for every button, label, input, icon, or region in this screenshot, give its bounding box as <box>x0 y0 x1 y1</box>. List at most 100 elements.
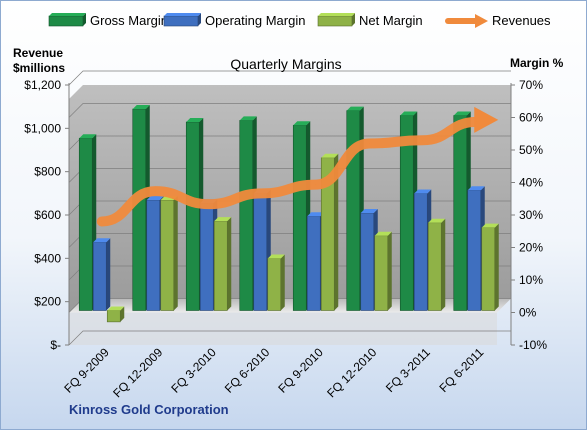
bar-top-gross-margin-fq-3-2011 <box>400 111 418 116</box>
left-tick-label: $- <box>50 338 61 352</box>
category-label-fq-12-2009: FQ 12-2009 <box>110 345 165 400</box>
category-label-fq-3-2010: FQ 3-2010 <box>168 345 219 396</box>
bar-side-net-margin-fq-9-2009 <box>120 306 125 322</box>
bar-operating-margin-fq-3-2010 <box>199 202 214 311</box>
bar-top-gross-margin-fq-12-2009 <box>132 105 150 109</box>
legend-label-operating-margin: Operating Margin <box>205 13 305 28</box>
bar-top-operating-margin-fq-12-2009 <box>146 196 164 200</box>
bar-net-margin-fq-12-2010 <box>374 235 389 311</box>
legend-swatch-top-net-margin <box>318 13 355 16</box>
right-tick-label: 40% <box>519 176 543 190</box>
bar-operating-margin-fq-12-2010 <box>360 212 375 311</box>
legend-swatch-top-operating-margin <box>164 13 201 16</box>
revenues-point-fq-9-2010 <box>315 184 317 186</box>
revenues-line-arrowhead <box>474 106 499 133</box>
revenues-point-fq-12-2010 <box>368 143 370 144</box>
company-name: Kinross Gold Corporation <box>69 402 229 417</box>
bar-top-net-margin-fq-9-2009 <box>107 306 125 311</box>
bar-net-margin-fq-6-2010 <box>267 258 282 311</box>
category-label-fq-3-2011: FQ 3-2011 <box>383 345 433 395</box>
bar-top-operating-margin-fq-9-2009 <box>93 238 111 243</box>
chart-title: Quarterly Margins <box>230 56 341 72</box>
bar-gross-margin-fq-9-2010 <box>292 124 307 311</box>
bar-top-net-margin-fq-12-2010 <box>374 231 392 236</box>
bar-side-net-margin-fq-12-2009 <box>173 196 178 311</box>
bar-side-operating-margin-fq-9-2009 <box>106 238 111 311</box>
legend-swatch-arrow-revenues <box>475 14 488 28</box>
right-axis-label: Margin % <box>510 56 564 70</box>
bar-top-gross-margin-fq-9-2009 <box>79 134 97 139</box>
bar-side-net-margin-fq-6-2011 <box>494 223 499 311</box>
left-axis-label-line2: $millions <box>13 61 65 75</box>
right-tick-label: 20% <box>519 241 543 255</box>
category-label-fq-12-2010: FQ 12-2010 <box>324 345 379 400</box>
right-tick-label: 0% <box>519 306 537 320</box>
bar-gross-margin-fq-9-2009 <box>78 137 93 311</box>
legend-swatch-top-gross-margin <box>49 13 86 16</box>
bar-net-margin-fq-6-2011 <box>481 227 496 311</box>
bar-top-gross-margin-fq-6-2011 <box>453 111 471 116</box>
plot-lower-wall <box>69 312 497 345</box>
right-tick-label: -10% <box>519 338 547 352</box>
bar-side-net-margin-fq-6-2010 <box>280 254 285 311</box>
legend-label-revenues: Revenues <box>492 13 551 28</box>
bar-operating-margin-fq-9-2009 <box>92 241 107 311</box>
bar-side-net-margin-fq-3-2011 <box>441 218 446 311</box>
gridline <box>68 330 511 346</box>
revenues-point-fq-9-2009 <box>101 221 103 222</box>
legend-swatch-side-gross-margin <box>83 13 86 26</box>
legend-swatch-side-net-margin <box>352 13 355 26</box>
revenues-point-fq-3-2011 <box>422 139 424 141</box>
right-tick-label: 70% <box>519 78 543 92</box>
left-tick-label: $1,200 <box>24 78 61 92</box>
bar-side-net-margin-fq-12-2010 <box>387 231 392 311</box>
plot-area <box>68 70 511 346</box>
revenues-point-fq-6-2011 <box>475 121 477 123</box>
left-tick-label: $1,000 <box>24 121 61 135</box>
bar-side-net-margin-fq-9-2010 <box>334 153 339 311</box>
revenues-point-fq-6-2010 <box>261 192 263 194</box>
bar-net-margin-fq-3-2011 <box>427 222 442 311</box>
labels: Quarterly Margins Revenue $millions Marg… <box>13 46 564 417</box>
legend: Gross Margin Operating Margin Net Margin Re… <box>48 13 551 28</box>
category-label-fq-9-2009: FQ 9-2009 <box>61 345 112 396</box>
legend-swatch-gross-margin <box>48 15 84 27</box>
bar-top-net-margin-fq-6-2010 <box>267 254 285 259</box>
bar-top-gross-margin-fq-12-2010 <box>346 106 364 111</box>
bar-top-net-margin-fq-3-2011 <box>428 218 446 223</box>
bar-gross-margin-fq-12-2010 <box>346 110 361 311</box>
legend-label-gross-margin: Gross Margin <box>90 13 168 28</box>
category-label-fq-6-2011: FQ 6-2011 <box>437 345 487 395</box>
bar-operating-margin-fq-6-2011 <box>467 189 482 311</box>
bar-top-operating-margin-fq-3-2011 <box>414 189 432 194</box>
bar-top-gross-margin-fq-3-2010 <box>186 118 204 122</box>
left-tick-label: $400 <box>34 251 61 265</box>
bar-top-net-margin-fq-6-2011 <box>481 223 499 228</box>
legend-swatch-operating-margin <box>163 15 199 27</box>
bar-operating-margin-fq-12-2009 <box>146 199 161 311</box>
bar-net-margin-fq-12-2009 <box>160 199 175 311</box>
bar-top-net-margin-fq-3-2010 <box>214 217 232 222</box>
bar-gross-margin-fq-3-2010 <box>185 121 200 311</box>
bar-gross-margin-fq-12-2009 <box>132 108 147 311</box>
bar-net-margin-fq-9-2009 <box>106 310 121 323</box>
bar-top-operating-margin-fq-12-2010 <box>360 209 378 213</box>
bar-top-net-margin-fq-9-2010 <box>321 153 339 158</box>
bar-gross-margin-fq-6-2011 <box>453 115 468 311</box>
bar-side-net-margin-fq-3-2010 <box>227 217 232 311</box>
right-tick-label: 10% <box>519 273 543 287</box>
left-axis-label-line1: Revenue <box>13 46 63 60</box>
bar-top-operating-margin-fq-6-2011 <box>467 186 485 191</box>
revenues-point-fq-12-2009 <box>154 190 156 192</box>
bar-net-margin-fq-3-2010 <box>213 220 228 311</box>
bar-operating-margin-fq-9-2010 <box>306 215 321 311</box>
right-tick-label: 30% <box>519 208 543 222</box>
legend-label-net-margin: Net Margin <box>359 13 423 28</box>
revenues-point-fq-3-2010 <box>208 203 210 205</box>
right-tick-label: 50% <box>519 143 543 157</box>
gridline <box>68 103 511 118</box>
bar-top-operating-margin-fq-9-2010 <box>307 212 325 217</box>
bar-operating-margin-fq-3-2011 <box>413 193 428 311</box>
